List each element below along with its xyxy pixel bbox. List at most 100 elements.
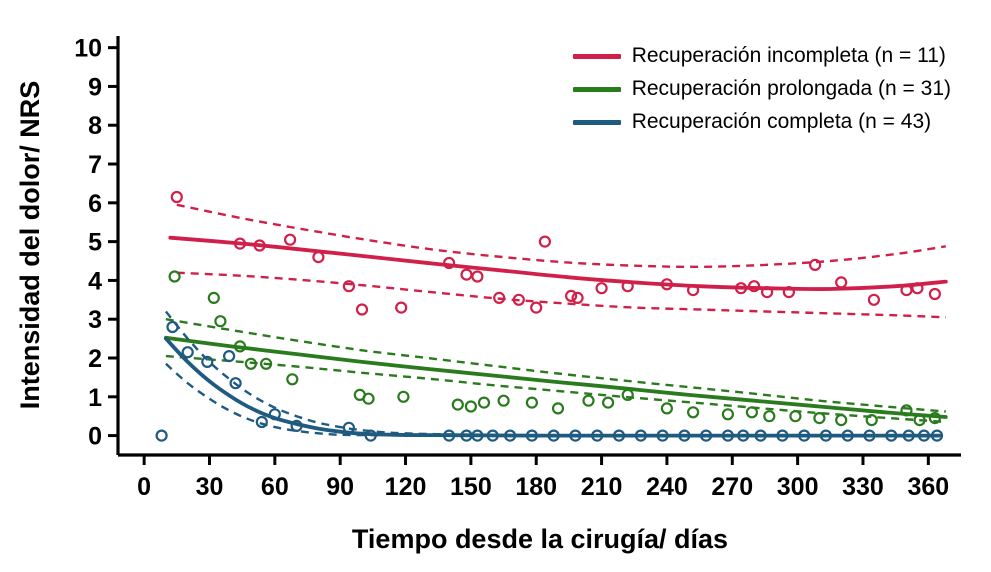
data-point-series-0 [686, 284, 700, 297]
data-point-series-2 [181, 346, 194, 359]
x-axis-label: Tiempo desde la cirugía/ días [351, 524, 729, 554]
data-point-series-1 [835, 414, 848, 427]
data-point-series-2 [678, 429, 691, 442]
data-point-series-1 [207, 291, 220, 304]
x-tick-label: 90 [326, 473, 354, 501]
y-tick-label: 2 [88, 345, 102, 373]
data-point-series-0 [284, 233, 297, 246]
legend: Recuperación incompleta (n = 11) Recuper… [572, 44, 951, 134]
x-tick-label: 210 [581, 473, 623, 501]
legend-line-blue [572, 119, 621, 125]
x-tick-label: 30 [196, 473, 224, 501]
data-point-series-1 [660, 402, 674, 415]
data-point-series-2 [754, 429, 767, 442]
data-point-series-1 [721, 408, 735, 421]
data-point-series-2 [634, 429, 647, 442]
data-point-series-2 [841, 429, 854, 442]
data-point-series-2 [166, 320, 179, 334]
x-tick-label: 240 [646, 473, 688, 501]
data-point-series-0 [734, 282, 748, 295]
data-point-series-0 [312, 251, 325, 264]
data-point-series-1 [621, 388, 634, 401]
data-point-series-2 [699, 429, 713, 442]
x-tick-label: 180 [515, 473, 557, 501]
legend-line-red [572, 53, 621, 59]
data-point-series-0 [782, 286, 796, 299]
legend-item-incompleta: Recuperación incompleta (n = 11) [572, 44, 951, 68]
data-point-series-0 [471, 270, 484, 283]
data-point-series-2 [201, 355, 214, 368]
data-point-series-0 [233, 237, 247, 250]
data-point-series-1 [451, 398, 464, 411]
y-tick-label: 9 [88, 73, 102, 101]
data-point-series-2 [885, 429, 898, 442]
data-point-series-1 [214, 315, 227, 328]
legend-label: Recuperación prolongada (n = 31) [631, 77, 951, 100]
data-point-series-1 [865, 414, 878, 427]
data-point-series-1 [260, 357, 273, 370]
ci-lower-series-1 [165, 354, 946, 424]
y-tick-label: 8 [88, 112, 102, 140]
data-point-series-0 [660, 278, 674, 291]
data-point-series-1 [928, 412, 942, 425]
data-point-series-0 [867, 293, 881, 306]
y-tick-label: 6 [88, 190, 102, 218]
data-point-series-2 [342, 421, 355, 434]
data-point-series-0 [342, 280, 355, 293]
data-point-series-2 [721, 429, 735, 442]
data-point-series-0 [571, 291, 584, 304]
data-point-series-1 [168, 270, 181, 283]
data-point-series-2 [504, 429, 517, 442]
data-point-series-0 [760, 286, 774, 299]
data-point-series-0 [443, 256, 456, 270]
data-point-series-1 [745, 406, 759, 419]
data-point-series-2 [798, 429, 811, 442]
data-point-series-2 [471, 429, 484, 442]
ci-lower-series-2 [165, 362, 940, 437]
data-point-series-1 [789, 410, 802, 423]
data-point-series-1 [813, 412, 826, 425]
data-point-series-2 [656, 429, 669, 442]
data-point-series-2 [776, 429, 789, 442]
data-point-series-2 [591, 429, 604, 442]
data-point-series-0 [170, 190, 183, 204]
data-point-series-2 [155, 429, 168, 442]
data-point-series-0 [460, 268, 473, 281]
data-point-series-2 [443, 429, 456, 442]
data-point-series-0 [621, 280, 634, 293]
data-point-series-1 [525, 396, 539, 409]
data-point-series-0 [538, 235, 552, 248]
x-tick-label: 360 [907, 473, 949, 501]
data-point-series-0 [395, 301, 408, 314]
data-point-series-2 [547, 429, 560, 442]
y-tick-label: 3 [88, 306, 102, 334]
data-point-series-2 [902, 429, 915, 442]
data-point-series-1 [244, 357, 257, 370]
data-point-series-1 [913, 414, 926, 427]
data-point-series-2 [223, 350, 236, 363]
y-tick-label: 10 [74, 35, 102, 63]
data-point-series-1 [686, 406, 700, 419]
x-tick-label: 270 [711, 473, 753, 501]
data-point-series-0 [512, 293, 525, 306]
data-point-series-2 [290, 419, 303, 432]
data-point-series-2 [364, 429, 377, 442]
data-point-series-1 [582, 394, 595, 407]
data-point-series-0 [747, 280, 761, 293]
x-tick-label: 120 [385, 473, 427, 501]
data-point-series-1 [900, 404, 913, 417]
data-point-series-1 [477, 396, 491, 409]
data-point-series-1 [464, 400, 477, 413]
data-point-series-2 [255, 415, 268, 429]
y-tick-label: 4 [88, 267, 102, 295]
fit-line-series-1 [164, 335, 948, 419]
data-point-series-0 [808, 258, 822, 271]
y-tick-label: 0 [88, 423, 102, 451]
data-point-series-0 [355, 303, 369, 316]
legend-item-prolongada: Recuperación prolongada (n = 31) [572, 77, 951, 101]
x-tick-label: 0 [137, 473, 151, 501]
y-axis-label: Intensidad del dolor/ NRS [15, 80, 45, 410]
data-point-series-2 [525, 429, 539, 442]
x-tick-label: 150 [450, 473, 492, 501]
